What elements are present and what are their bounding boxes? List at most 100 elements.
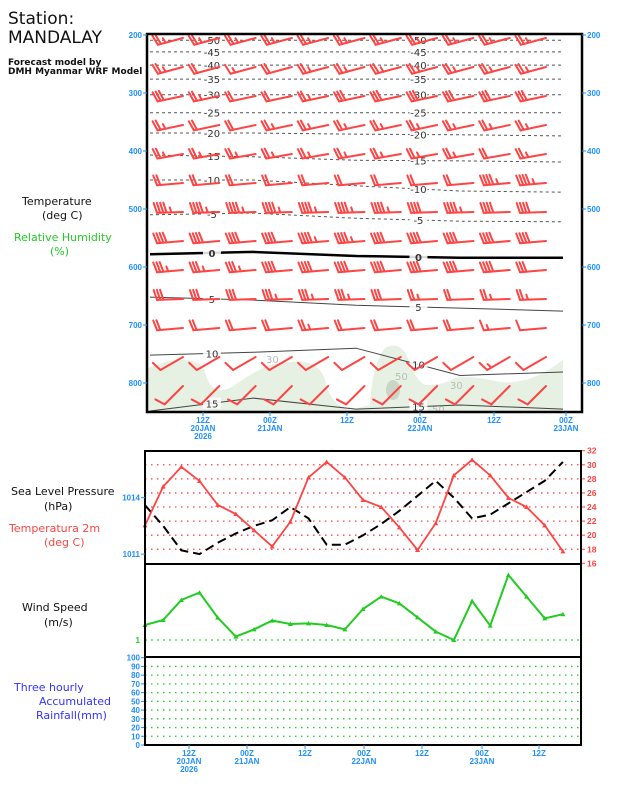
t2m-point — [560, 548, 566, 554]
wind-barb-half-feather — [416, 151, 421, 159]
wind-barb — [151, 147, 184, 160]
wind-barb — [478, 231, 511, 245]
wind-barb-shaft — [228, 327, 257, 332]
wind-barb-feather — [224, 232, 231, 245]
wind-barb-half-feather — [488, 123, 494, 130]
wind-speed-point — [560, 611, 566, 617]
wind-barb-shaft — [192, 211, 221, 214]
wind-barb-feather — [198, 231, 204, 244]
wind-barb — [406, 231, 439, 245]
wind-barb-feather — [524, 231, 531, 244]
contour-label: -10 — [204, 176, 220, 187]
wind-barb-feather — [482, 288, 488, 301]
wind-barb-feather — [234, 231, 241, 244]
wind-barb-half-feather — [379, 123, 385, 130]
wind-barb-feather — [370, 289, 376, 301]
wind-barb-feather — [231, 201, 238, 214]
contour-label-bg — [409, 128, 428, 140]
wind-barb-feather — [223, 63, 232, 75]
wind-barb — [370, 174, 402, 187]
wind-barb-feather — [300, 232, 307, 244]
wind-barb-feather — [514, 120, 522, 132]
wind-barb-shaft — [301, 124, 330, 132]
wind-barb-shaft — [519, 182, 547, 187]
wind-barb-feather — [449, 201, 455, 214]
wind-barb-feather — [260, 120, 268, 132]
contour-label: 15 — [206, 400, 219, 411]
wind-barb-feather — [155, 232, 162, 244]
rh-unit: (%) — [50, 245, 69, 258]
wind-barb-feather — [297, 319, 304, 332]
contour-label: -40 — [410, 61, 426, 72]
wind-barb-feather — [299, 398, 311, 406]
wind-barb — [224, 319, 257, 332]
wind-barb-feather — [297, 289, 304, 301]
wind-barb-shaft — [192, 327, 221, 332]
wind-barb-feather — [159, 201, 165, 214]
rain-frame — [144, 656, 582, 746]
wind-barb-half-feather — [415, 66, 421, 73]
wind-barb-feather — [369, 361, 380, 371]
wind-barb-half-feather — [307, 66, 312, 73]
wind-barb-feather — [190, 63, 199, 74]
wind-barb — [442, 174, 475, 187]
x-tick-label: 00Z — [559, 416, 573, 425]
wind-barb-feather — [413, 201, 419, 214]
wind-barb-shaft — [374, 95, 402, 103]
wind-barb-feather — [517, 398, 529, 406]
wind-barb-feather — [406, 232, 413, 245]
wind-barb-shaft — [192, 124, 221, 132]
contour-label: 15 — [412, 403, 425, 414]
x-tick-label: 00Z — [413, 416, 427, 425]
wind-barb-shaft — [340, 356, 366, 371]
wind-barb — [261, 174, 293, 187]
wind-barb-feather — [340, 232, 346, 244]
wind-barb — [188, 231, 221, 245]
wind-barb-feather — [373, 319, 380, 331]
wind-barb-shaft — [156, 153, 184, 160]
wind-barb-feather — [339, 89, 347, 102]
contour-label: 5 — [415, 303, 421, 314]
wind-barb-feather — [518, 201, 525, 214]
wind-barb-shaft — [446, 211, 475, 214]
wind-barb — [370, 201, 402, 214]
wind-barb — [481, 385, 511, 406]
wind-barb — [296, 90, 330, 103]
y-tick-label: 10 — [131, 732, 140, 741]
wind-barb — [442, 356, 475, 371]
wind-barb-half-feather — [524, 37, 530, 44]
y-tick-label-right: 22 — [587, 516, 597, 526]
wind-barb — [441, 63, 475, 75]
wind-barb-shaft — [410, 124, 439, 132]
wind-barb-feather — [260, 91, 268, 103]
wind-barb-feather — [488, 173, 495, 186]
x-tick-label: 2026 — [194, 432, 212, 441]
wind-barb-shaft — [482, 298, 511, 301]
wind-barb-shaft — [377, 356, 402, 371]
wind-barb — [297, 231, 330, 245]
wind-barb-half-feather — [274, 293, 279, 301]
wind-barb-half-feather — [161, 151, 167, 159]
wind-barb-shaft — [483, 66, 511, 75]
wind-barb-shaft — [410, 66, 439, 75]
wind-barb-feather — [333, 232, 340, 245]
wind-barb-feather — [445, 119, 453, 131]
station-name: MANDALAY — [8, 28, 103, 48]
wind-barb-shaft — [482, 269, 511, 274]
wind-barb-half-feather — [488, 66, 494, 73]
wind-barb-shaft — [264, 182, 293, 187]
wind-barb-feather — [446, 288, 452, 301]
wind-barb-feather — [336, 119, 344, 131]
wind-barb-feather — [188, 202, 195, 214]
wind-barb-feather — [157, 89, 165, 102]
wind-barb-feather — [478, 63, 486, 75]
wind-barb-shaft — [373, 269, 402, 274]
wind-barb-shaft — [417, 385, 439, 406]
wind-barb-feather — [227, 398, 239, 406]
wind-barb-half-feather — [379, 66, 385, 73]
wind-barb-shaft — [345, 385, 366, 406]
wind-barb-half-feather — [525, 293, 530, 301]
wind-barb-half-feather — [452, 151, 457, 159]
x-tick-label: 00Z — [240, 749, 254, 758]
wind-barb — [370, 288, 402, 301]
